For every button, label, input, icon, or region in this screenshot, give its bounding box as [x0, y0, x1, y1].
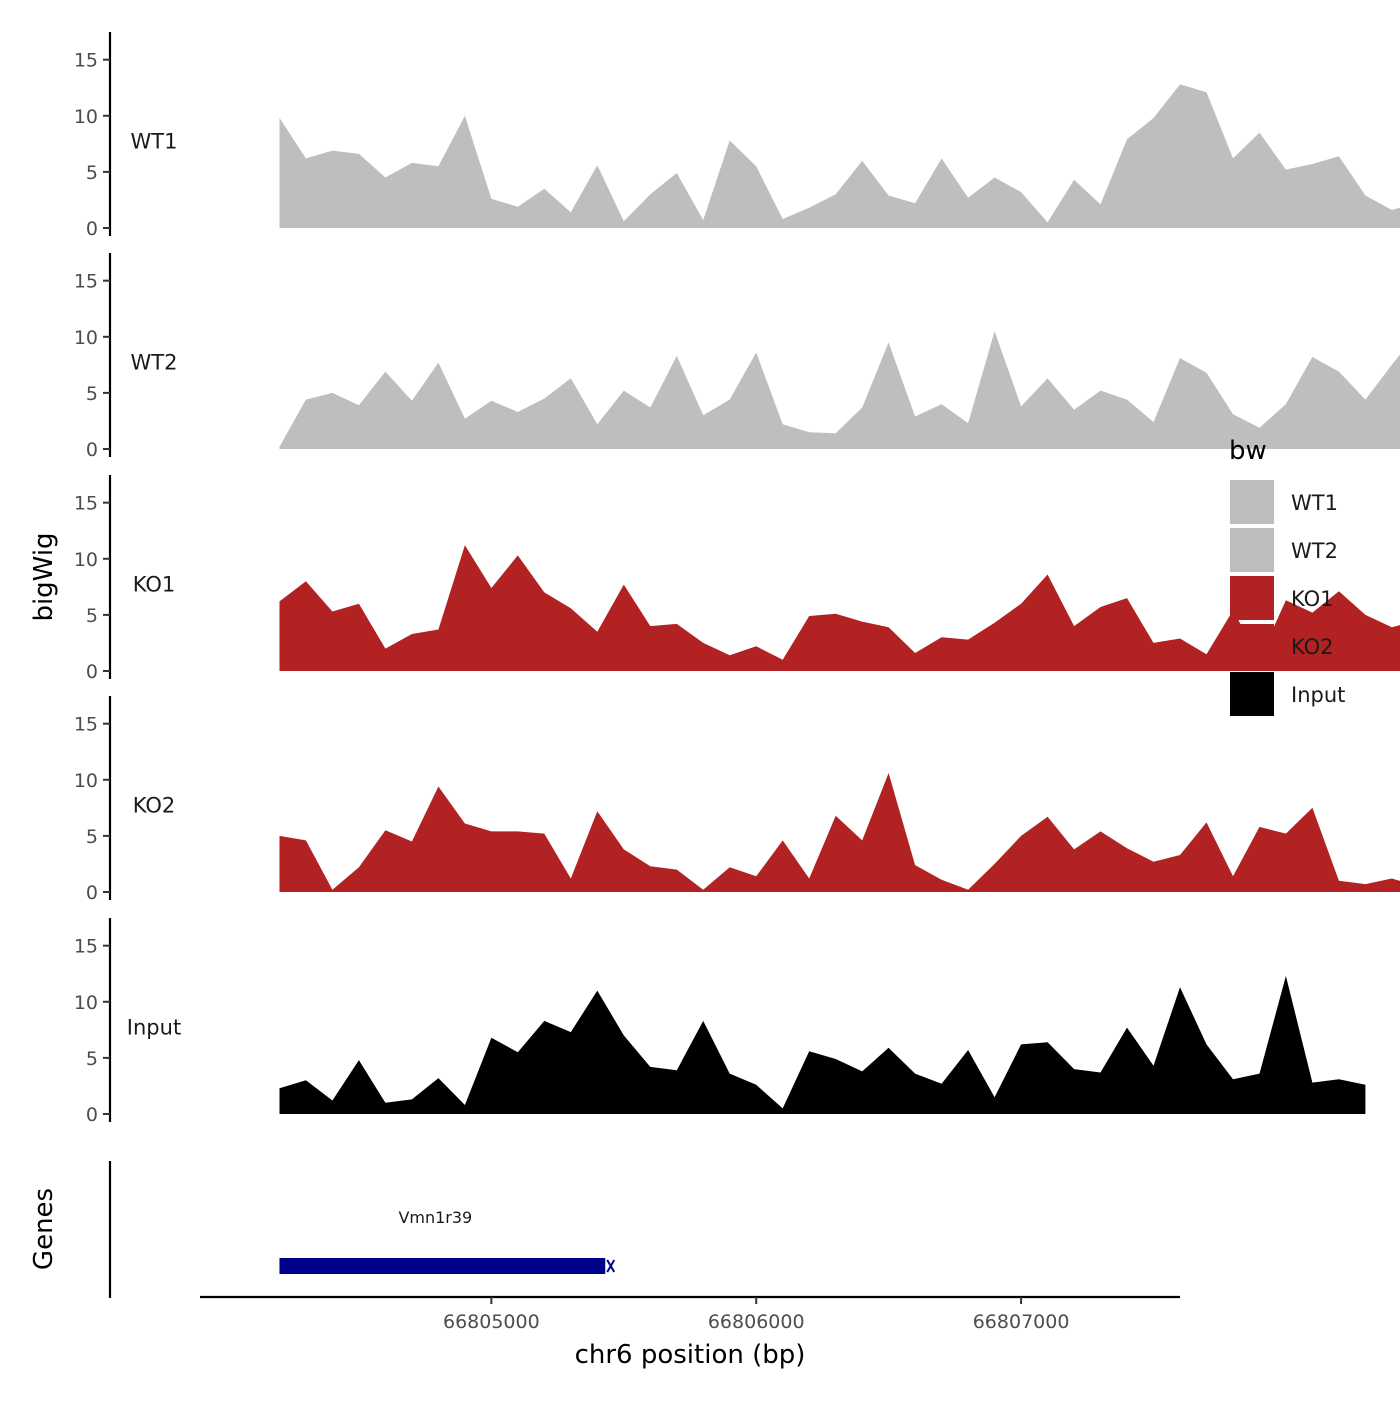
legend-label: KO2 — [1291, 635, 1334, 659]
track-label: KO1 — [133, 573, 176, 597]
legend-swatch — [1230, 624, 1274, 668]
x-axis: 66805000 66806000 66807000 — [200, 1297, 1180, 1333]
y-tick-label: 5 — [86, 605, 98, 627]
y-tick-label: 10 — [74, 549, 98, 571]
coverage-area-ko2 — [280, 773, 1400, 892]
coverage-area-input — [280, 976, 1366, 1114]
gene-label: Vmn1r39 — [398, 1208, 472, 1227]
legend-swatch — [1230, 576, 1274, 620]
gene-strand-mark — [607, 1260, 614, 1272]
track-ko2: 0 5 10 15 KO2 — [74, 696, 1400, 904]
y-tick-label: 15 — [74, 714, 98, 736]
x-tick-label: 66807000 — [973, 1311, 1070, 1333]
legend-label: WT2 — [1291, 539, 1338, 563]
y-tick-label: 15 — [74, 493, 98, 515]
track-label: Input — [127, 1016, 181, 1040]
legend-swatch — [1230, 480, 1274, 524]
y-tick-label: 0 — [86, 439, 98, 461]
gene-body — [279, 1258, 605, 1274]
track-wt2: 0 5 10 15 WT2 — [74, 253, 1400, 461]
y-tick-label: 5 — [86, 1048, 98, 1070]
x-tick-label: 66805000 — [443, 1311, 540, 1333]
y-tick-label: 0 — [86, 661, 98, 683]
y-tick-label: 5 — [86, 826, 98, 848]
x-axis-title: chr6 position (bp) — [575, 1340, 806, 1370]
legend-label: WT1 — [1291, 491, 1338, 515]
y-tick-label: 5 — [86, 162, 98, 184]
y-tick-label: 10 — [74, 106, 98, 128]
x-tick-label: 66806000 — [708, 1311, 805, 1333]
track-input: 0 5 10 15 Input — [74, 918, 1400, 1126]
y-tick-label: 5 — [86, 383, 98, 405]
coverage-area-wt1 — [280, 38, 1400, 228]
genes-axis-title: Genes — [29, 1188, 59, 1270]
y-tick-label: 10 — [74, 992, 98, 1014]
y-tick-label: 10 — [74, 327, 98, 349]
track-label: KO2 — [133, 794, 176, 818]
track-ko1: 0 5 10 15 KO1 — [74, 475, 1400, 683]
y-axis-title: bigWig — [29, 532, 59, 621]
y-tick-label: 15 — [74, 50, 98, 72]
y-tick-label: 0 — [86, 1104, 98, 1126]
y-tick-label: 10 — [74, 770, 98, 792]
track-label: WT1 — [131, 130, 178, 154]
legend-swatch — [1230, 528, 1274, 572]
y-tick-label: 15 — [74, 271, 98, 293]
y-tick-label: 0 — [86, 882, 98, 904]
legend-label: KO1 — [1291, 587, 1334, 611]
track-label: WT2 — [131, 351, 178, 375]
genes-track: Vmn1r39 — [110, 1161, 614, 1298]
tracks-layer: 0 5 10 15 WT1 0 5 10 15 WT2 0 5 10 15 KO1 0 5 10 15 KO2 0 5 10… — [74, 32, 1400, 1126]
track-wt1: 0 5 10 15 WT1 — [74, 32, 1400, 240]
coverage-area-wt2 — [280, 331, 1400, 449]
y-tick-label: 15 — [74, 936, 98, 958]
y-tick-label: 0 — [86, 218, 98, 240]
legend: bw WT1 WT2 KO1 KO2 Input — [1229, 436, 1345, 716]
legend-label: Input — [1291, 683, 1345, 707]
legend-swatch — [1230, 672, 1274, 716]
legend-title: bw — [1229, 436, 1267, 466]
